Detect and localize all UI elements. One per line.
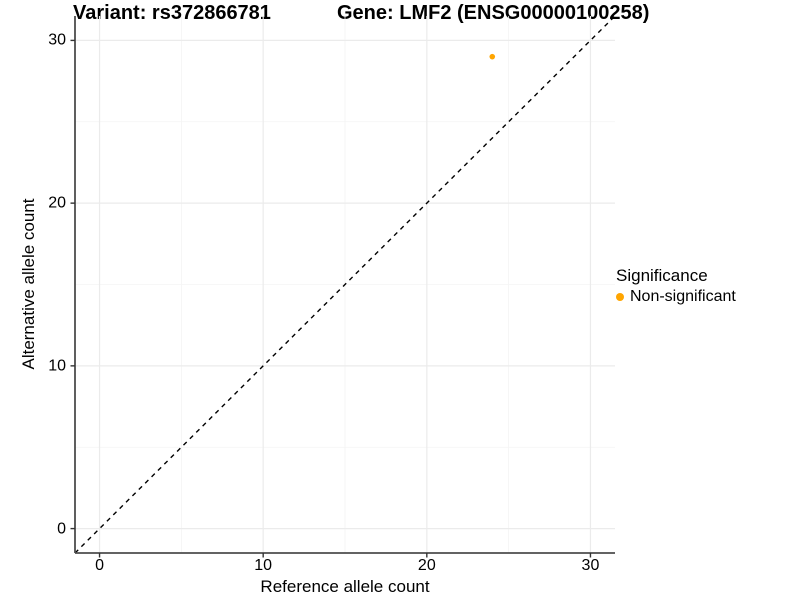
legend: Significance Non-significant [616, 265, 736, 307]
y-tick-label: 30 [48, 31, 66, 49]
legend-item: Non-significant [616, 287, 736, 307]
x-axis-title: Reference allele count [260, 577, 430, 596]
plot-title-gene: Gene: LMF2 (ENSG00000100258) [337, 2, 650, 24]
x-tick-label: 0 [95, 557, 104, 574]
legend-point-icon [616, 293, 624, 301]
legend-title: Significance [616, 266, 708, 285]
data-point [489, 53, 496, 60]
y-tick-label: 20 [48, 194, 66, 212]
legend-items: Non-significant [616, 287, 736, 307]
x-tick-label: 30 [581, 557, 600, 574]
legend-item-label: Non-significant [630, 288, 736, 305]
y-tick-label: 10 [48, 357, 66, 375]
identity-reference-line [74, 15, 616, 554]
x-tick-label: 20 [417, 557, 436, 574]
plot-title-variant: Variant: rs372866781 [73, 2, 271, 24]
y-tick-label: 0 [57, 520, 66, 538]
x-tick-label: 10 [254, 557, 273, 574]
y-axis-title: Alternative allele count [19, 198, 38, 370]
